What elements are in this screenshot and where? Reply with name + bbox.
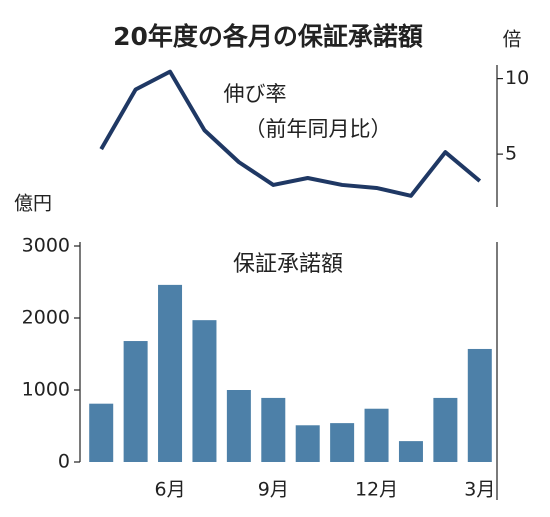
bar xyxy=(364,408,389,462)
x-tick-label: 9月 xyxy=(258,479,289,501)
bar xyxy=(295,425,320,462)
bar xyxy=(192,320,217,462)
y-axis-label: 億円 xyxy=(14,193,52,215)
bar xyxy=(158,284,183,462)
bar xyxy=(226,390,251,462)
growth-line xyxy=(99,69,482,198)
y2-axis-label: 倍 xyxy=(502,29,521,51)
bar xyxy=(89,403,114,462)
y2-tick-label: 5 xyxy=(505,143,517,165)
y-tick-label: 3000 xyxy=(22,235,70,257)
x-tick-label: 3月 xyxy=(464,479,495,501)
bar xyxy=(433,397,458,462)
x-tick-label: 6月 xyxy=(154,479,185,501)
y2-tick-label: 10 xyxy=(505,67,529,89)
bar xyxy=(467,348,492,462)
bar xyxy=(398,441,423,462)
y-tick-label: 0 xyxy=(58,451,70,473)
bar-annotation: 保証承諾額 xyxy=(233,252,343,277)
line-annotation: 伸び率 xyxy=(224,82,287,106)
y-tick-label: 2000 xyxy=(22,307,70,329)
y-tick-label: 1000 xyxy=(22,379,70,401)
line-annotation: （前年同月比） xyxy=(245,117,392,141)
x-tick-label: 12月 xyxy=(355,479,398,501)
chart-title: 20年度の各月の保証承諾額 xyxy=(113,22,423,51)
bar xyxy=(261,397,286,462)
bar xyxy=(123,341,148,462)
bar xyxy=(330,423,355,462)
